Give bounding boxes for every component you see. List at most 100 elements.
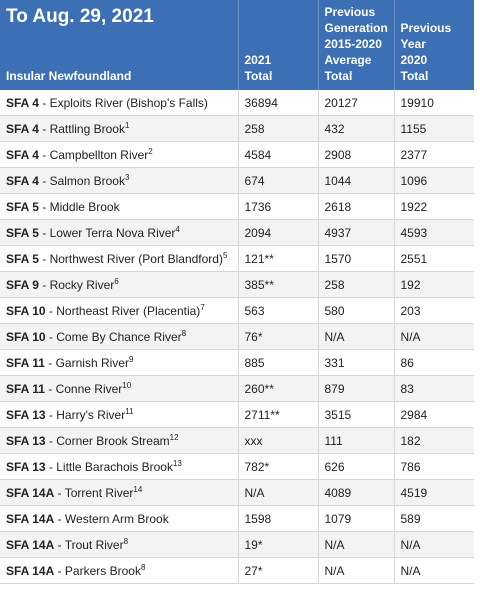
sfa-label: SFA 13 (6, 459, 46, 474)
total-2021-cell: 121** (238, 245, 319, 272)
footnote-marker: 8 (140, 562, 146, 572)
river-cell: SFA 14A - Trout River8 (0, 531, 239, 558)
sfa-label: SFA 14A (6, 511, 55, 526)
previous-year-total-cell: 2984 (394, 401, 474, 428)
sfa-label: SFA 5 (6, 251, 39, 266)
previous-generation-average-cell: 258 (318, 271, 395, 298)
table-row: SFA 14A - Torrent River14 N/A 4089 4519 (0, 479, 474, 506)
table-row: SFA 13 - Corner Brook Stream12 xxx 111 182 (0, 427, 474, 454)
table-row: SFA 5 - Lower Terra Nova River4 2094 4937 4… (0, 219, 474, 246)
river-name: Garnish River (55, 355, 129, 370)
sfa-label: SFA 13 (6, 433, 46, 448)
sfa-label: SFA 5 (6, 225, 39, 240)
footnote-marker: 8 (181, 328, 187, 338)
footnote-marker: 13 (172, 458, 182, 468)
page-title: To Aug. 29, 2021 (6, 6, 154, 27)
previous-generation-average-cell: 111 (318, 427, 395, 454)
river-name: Rocky River (49, 277, 115, 292)
footnote-marker: 3 (124, 172, 130, 182)
table-header: To Aug. 29, 2021 Insular Newfoundland 20… (0, 0, 474, 90)
previous-generation-average-cell: 4937 (318, 219, 395, 246)
table-row: SFA 4 - Salmon Brook3 674 1044 1096 (0, 167, 474, 194)
river-name: Torrent River (64, 485, 134, 500)
total-2021-cell: 385** (238, 271, 319, 298)
footnote-marker: 6 (114, 276, 119, 286)
previous-year-total-cell: 1922 (394, 193, 474, 220)
river-cell: SFA 5 - Lower Terra Nova River4 (0, 219, 239, 246)
header-line: 2015-2020 (324, 37, 382, 51)
river-name: Conne River (55, 381, 123, 396)
footnote-marker: 8 (123, 536, 129, 546)
previous-generation-average-cell: N/A (318, 531, 395, 558)
river-name: Western Arm Brook (64, 511, 169, 526)
footnote-marker: 1 (124, 120, 130, 130)
previous-generation-average-cell: 1044 (318, 167, 395, 194)
table-row: SFA 4 - Exploits River (Bishop's Falls) 3… (0, 90, 474, 116)
total-2021-cell: 76* (238, 323, 319, 350)
table-body: SFA 4 - Exploits River (Bishop's Falls) 3… (0, 90, 474, 584)
sfa-label: SFA 14A (6, 563, 55, 578)
previous-generation-average-cell: 3515 (318, 401, 395, 428)
footnote-marker: 9 (128, 354, 134, 364)
sfa-label: SFA 10 (6, 303, 46, 318)
previous-year-total-cell: 1096 (394, 167, 474, 194)
river-name: Parkers Brook (64, 563, 141, 578)
header-line: Total (244, 69, 273, 83)
total-2021-cell: N/A (238, 479, 319, 506)
total-2021-cell: 258 (238, 115, 319, 142)
river-name: Rattling Brook (49, 121, 125, 136)
table-row: SFA 11 - Garnish River9 885 331 86 (0, 349, 474, 376)
river-cell: SFA 4 - Rattling Brook1 (0, 115, 239, 142)
river-cell: SFA 13 - Little Barachois Brook13 (0, 453, 239, 480)
river-name: Harry's River (56, 407, 126, 422)
table-row: SFA 5 - Middle Brook 1736 2618 1922 (0, 193, 474, 220)
previous-generation-average-cell: 331 (318, 349, 395, 376)
footnote-marker: 5 (222, 250, 228, 260)
previous-year-total-cell: 86 (394, 349, 474, 376)
previous-generation-average-cell: N/A (318, 557, 395, 584)
sfa-label: SFA 9 (6, 277, 39, 292)
river-name: Trout River (64, 537, 124, 552)
total-2021-cell: 27* (238, 557, 319, 584)
river-name: Lower Terra Nova River (49, 225, 176, 240)
region-label: Insular Newfoundland (6, 69, 132, 83)
total-2021-cell: 1736 (238, 193, 319, 220)
previous-year-total-cell: 192 (394, 271, 474, 298)
footnote-marker: 7 (200, 302, 205, 312)
previous-generation-average-cell: 2618 (318, 193, 395, 220)
previous-year-total-cell: 4593 (394, 219, 474, 246)
river-name: Come By Chance River (56, 329, 182, 344)
header-line: Total (400, 69, 429, 83)
river-cell: SFA 10 - Northeast River (Placentia)7 (0, 297, 239, 324)
salmon-counts-table: To Aug. 29, 2021 Insular Newfoundland 20… (0, 0, 474, 584)
region-header: To Aug. 29, 2021 Insular Newfoundland (0, 0, 239, 90)
river-cell: SFA 11 - Conne River10 (0, 375, 239, 402)
total-2021-cell: 674 (238, 167, 319, 194)
total-2021-cell: 782* (238, 453, 319, 480)
river-cell: SFA 11 - Garnish River9 (0, 349, 239, 376)
previous-generation-average-cell: 20127 (318, 90, 395, 116)
table-row: SFA 13 - Harry's River11 2711** 3515 2984 (0, 401, 474, 428)
table-row: SFA 4 - Rattling Brook1 258 432 1155 (0, 115, 474, 142)
table-row: SFA 13 - Little Barachois Brook13 782* 626… (0, 453, 474, 480)
previous-year-total-cell: N/A (394, 557, 474, 584)
header-line: 2021 (244, 53, 272, 67)
river-cell: SFA 5 - Middle Brook (0, 193, 239, 220)
table-row: SFA 10 - Northeast River (Placentia)7 563… (0, 297, 474, 324)
previous-generation-average-cell: 626 (318, 453, 395, 480)
previous-year-total-cell: 2377 (394, 141, 474, 168)
river-cell: SFA 13 - Harry's River11 (0, 401, 239, 428)
previous-generation-average-cell: 432 (318, 115, 395, 142)
previous-generation-average-cell: 2908 (318, 141, 395, 168)
river-name: Campbellton River (49, 147, 149, 162)
river-cell: SFA 5 - Northwest River (Port Blandford)… (0, 245, 239, 272)
table-row: SFA 14A - Parkers Brook8 27* N/A N/A (0, 557, 474, 584)
previous-year-total-cell: 1155 (394, 115, 474, 142)
sfa-label: SFA 11 (6, 355, 45, 370)
river-name: Middle Brook (49, 199, 120, 214)
footnote-marker: 12 (169, 432, 179, 442)
total-2021-cell: 4584 (238, 141, 319, 168)
previous-year-total-cell: 203 (394, 297, 474, 324)
previous-generation-average-cell: 1079 (318, 505, 395, 532)
header-line: Previous (324, 5, 376, 19)
